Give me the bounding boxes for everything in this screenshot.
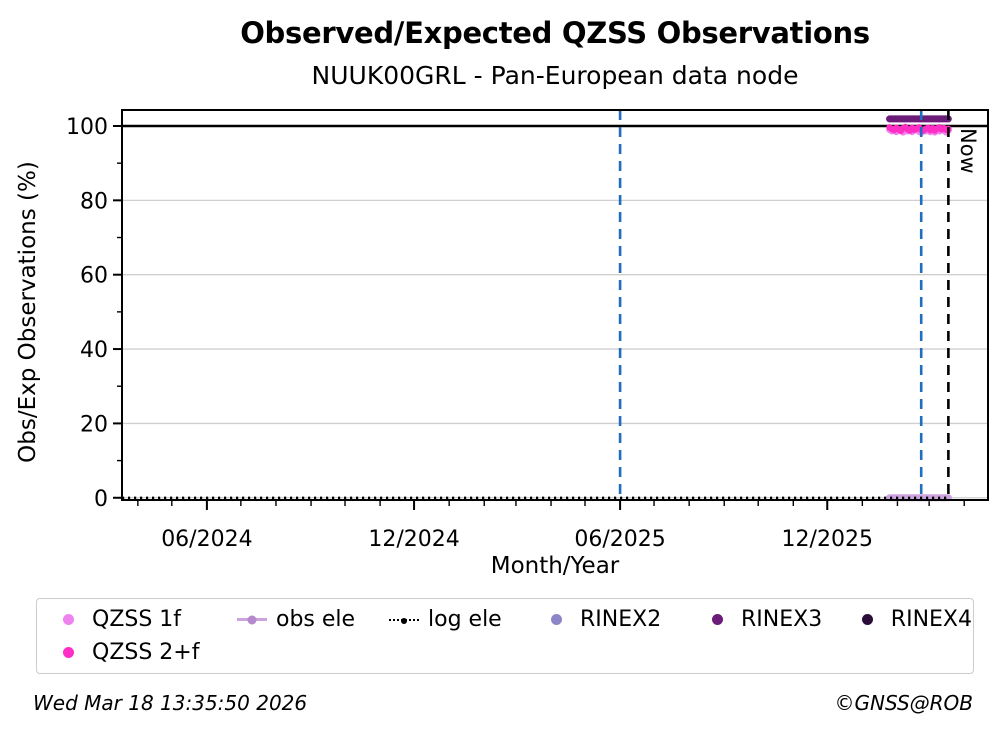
y-tick-label: 60: [80, 264, 108, 289]
legend-item-rinex4: RINEX4: [852, 607, 972, 632]
legend-item-qzss-1f: QZSS 1f: [51, 607, 235, 632]
legend-dot-icon: [862, 614, 874, 625]
legend-item-rinex2: RINEX2: [539, 607, 700, 632]
now-annotation: Now: [956, 128, 980, 174]
y-tick-label: 80: [80, 189, 108, 214]
x-tick-label: 12/2024: [368, 527, 459, 552]
legend: QZSS 1f obs ele log ele RINEX2 RINEX3 RINEX4 Q…: [36, 598, 974, 674]
legend-dotted-line-icon: [389, 617, 419, 624]
y-tick-label: 20: [80, 412, 108, 437]
legend-marker: [539, 614, 573, 625]
legend-label: QZSS 1f: [92, 607, 182, 632]
legend-label: log ele: [428, 607, 502, 632]
y-tick-label: 100: [66, 115, 108, 140]
x-tick-label: 06/2024: [161, 527, 252, 552]
x-tick-label: 12/2025: [782, 527, 873, 552]
chart-title: Observed/Expected QZSS Observations: [240, 16, 870, 50]
legend-label: RINEX4: [890, 607, 972, 632]
legend-row: QZSS 1f obs ele log ele RINEX2 RINEX3 RINEX4: [51, 603, 973, 636]
legend-item-obs-ele: obs ele: [235, 607, 387, 632]
legend-dot-icon: [711, 614, 723, 625]
chart-subtitle: NUUK00GRL - Pan-European data node: [311, 61, 799, 90]
legend-item-qzss-2-f: QZSS 2+f: [51, 640, 235, 665]
y-tick-label: 0: [94, 487, 108, 512]
plot-frame: [121, 109, 989, 501]
legend-dot-icon: [62, 614, 74, 625]
legend-label: obs ele: [276, 607, 356, 632]
chart-canvas: 0 20 40 60 80 100 06/2024 12/2024 06/2025 12/2025: [66, 109, 989, 552]
copyright-credit: ©GNSS@ROB: [834, 691, 974, 715]
legend-label: QZSS 2+f: [92, 640, 200, 665]
y-tick-label: 40: [80, 338, 108, 363]
legend-marker: [387, 617, 421, 624]
legend-marker: [235, 615, 269, 624]
legend-item-rinex3: RINEX3: [700, 607, 852, 632]
x-tick-label: 06/2025: [574, 527, 665, 552]
legend-marker: [700, 614, 734, 625]
legend-row: QZSS 2+f: [51, 636, 973, 669]
legend-item-log-ele: log ele: [387, 607, 539, 632]
legend-marker: [852, 614, 884, 625]
legend-marker: [51, 647, 85, 658]
legend-marker: [51, 614, 85, 625]
legend-dot-icon: [62, 647, 74, 658]
legend-dot-icon: [550, 614, 562, 625]
legend-label: RINEX3: [741, 607, 823, 632]
plot-timestamp: Wed Mar 18 13:35:50 2026: [33, 691, 308, 715]
x-axis-label: Month/Year: [490, 553, 620, 579]
legend-line-dot-icon: [237, 615, 267, 624]
legend-label: RINEX2: [580, 607, 662, 632]
